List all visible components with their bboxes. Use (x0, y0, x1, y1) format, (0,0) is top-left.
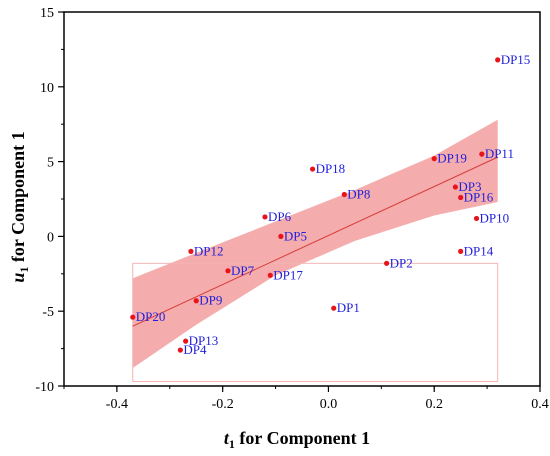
point-label: DP5 (284, 228, 307, 243)
reference-box-layer (132, 262, 499, 383)
fit-line (132, 156, 498, 327)
fit-line-layer (132, 156, 498, 327)
x-axis-sub: 1 (229, 437, 235, 451)
data-point (278, 233, 284, 239)
point-label: DP4 (183, 342, 207, 357)
x-tick-label: 0.0 (320, 397, 338, 412)
point-label: DP16 (464, 190, 494, 205)
axes: -0.4 -0.2 0.0 0.2 0.4 -10 -5 0 5 10 15 (35, 6, 548, 412)
x-tick-label: 0.4 (531, 397, 549, 412)
x-tick-label: -0.4 (106, 397, 128, 412)
data-point (130, 314, 136, 320)
x-tick-label: 0.2 (425, 397, 443, 412)
data-point (431, 156, 437, 162)
data-point (193, 298, 199, 304)
y-tick-label: 15 (40, 6, 54, 21)
point-label: DP11 (485, 146, 514, 161)
data-point (177, 347, 183, 353)
x-axis-title: t1 for Component 1 (224, 428, 370, 451)
point-label: DP10 (480, 210, 510, 225)
point-labels: DP1 DP2 DP3 DP4 DP5 DP6 DP7 DP8 DP9 DP10 DP11 DP12 D… (136, 52, 531, 357)
data-point (262, 214, 268, 220)
confidence-band (132, 119, 498, 368)
point-label: DP20 (136, 309, 166, 324)
point-label: DP18 (316, 161, 346, 176)
data-point (495, 57, 501, 63)
x-tick-label: -0.2 (212, 397, 234, 412)
data-point (309, 166, 316, 172)
y-axis-title: u1 for Component 1 (8, 131, 31, 282)
point-label: DP9 (199, 293, 222, 308)
data-point (458, 248, 464, 254)
x-axis-var: t (224, 428, 230, 448)
reference-box (132, 262, 499, 383)
point-label: DP17 (273, 267, 303, 282)
point-label: DP1 (337, 300, 360, 315)
confidence-band-layer (132, 119, 498, 368)
point-label: DP19 (437, 151, 467, 166)
y-axis-sub: 1 (17, 267, 31, 273)
data-point (331, 305, 337, 311)
y-tick-label: 0 (47, 230, 54, 245)
data-point (341, 191, 347, 198)
data-point (473, 215, 480, 222)
point-label: DP14 (464, 243, 494, 258)
data-points (130, 57, 501, 353)
data-point (183, 338, 189, 344)
data-point (458, 194, 464, 201)
point-label: DP12 (194, 243, 224, 258)
point-label: DP2 (390, 255, 413, 270)
y-tick-label: 10 (40, 81, 54, 96)
y-axis-rest: for Component 1 (8, 131, 28, 266)
data-point (188, 248, 194, 254)
point-label: DP3 (458, 179, 481, 194)
point-label: DP7 (231, 263, 255, 278)
point-label: DP13 (189, 333, 219, 348)
data-point (225, 268, 231, 274)
point-label: DP8 (347, 187, 370, 202)
point-label: DP15 (501, 52, 531, 67)
x-axis-rest: for Component 1 (235, 428, 370, 448)
y-tick-label: -10 (35, 380, 54, 395)
y-tick-label: 5 (47, 156, 54, 171)
data-point (479, 151, 485, 157)
point-label: DP6 (268, 209, 292, 224)
y-axis-var: u (8, 273, 28, 283)
y-tick-label: -5 (42, 305, 54, 320)
data-point (384, 260, 390, 266)
data-point (267, 272, 273, 278)
data-point (452, 184, 458, 190)
